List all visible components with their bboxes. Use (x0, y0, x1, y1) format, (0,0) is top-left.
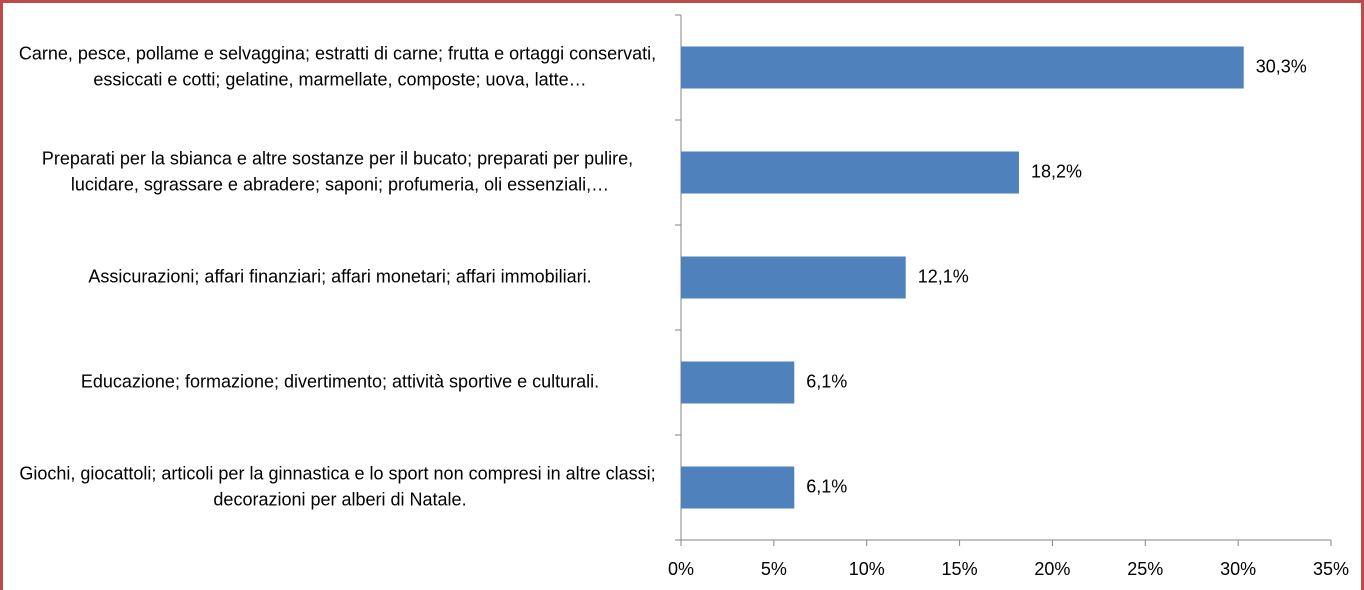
data-label: 6,1% (806, 476, 847, 496)
x-tick-label: 5% (761, 559, 787, 579)
x-tick-label: 0% (668, 559, 694, 579)
bar (681, 466, 795, 509)
x-tick-label: 25% (1127, 559, 1163, 579)
bar (681, 256, 906, 299)
y-tick-label: Assicurazioni; affari finanziari; affari… (88, 266, 591, 286)
bar (681, 46, 1244, 89)
bar (681, 361, 795, 404)
y-tick-label: Giochi, giocattoli; articoli per la ginn… (19, 463, 660, 509)
x-tick-label: 30% (1220, 559, 1256, 579)
data-label: 6,1% (806, 371, 847, 391)
data-label: 12,1% (918, 266, 969, 286)
y-tick-label: Educazione; formazione; divertimento; at… (81, 371, 599, 391)
y-tick-label: Carne, pesce, pollame e selvaggina; estr… (19, 43, 661, 89)
x-tick-label: 35% (1313, 559, 1349, 579)
x-tick-label: 20% (1034, 559, 1070, 579)
x-tick-label: 15% (942, 559, 978, 579)
bar (681, 151, 1019, 194)
data-label: 30,3% (1256, 56, 1307, 76)
x-tick-label: 10% (849, 559, 885, 579)
y-tick-label: Preparati per la sbianca e altre sostanz… (42, 148, 638, 194)
data-label: 18,2% (1031, 161, 1082, 181)
